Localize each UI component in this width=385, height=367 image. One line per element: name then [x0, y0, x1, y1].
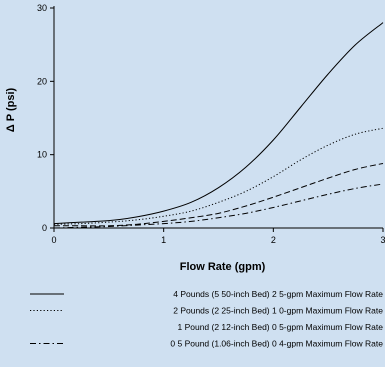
legend-label-1: 4 Pounds (5 50-inch Bed) 2 5-gpm Maximum…	[173, 289, 383, 299]
y-tick-label: 20	[37, 76, 47, 86]
legend: 4 Pounds (5 50-inch Bed) 2 5-gpm Maximum…	[30, 289, 383, 349]
series-group	[53, 22, 384, 229]
series-line-3	[54, 162, 384, 227]
legend-label-3: 1 Pound (2 12-inch Bed) 0 5-gpm Maximum …	[177, 322, 383, 332]
y-tick-label: 10	[37, 150, 47, 160]
x-tick-label: 3	[380, 235, 385, 245]
series-line-1	[53, 22, 384, 225]
series-line-2	[53, 127, 384, 225]
y-tick-label: 0	[42, 223, 47, 233]
x-axis-title: Flow Rate (gpm)	[180, 261, 266, 273]
legend-label-4: 0 5 Pound (1.06-inch Bed) 0 4-gpm Maximu…	[170, 339, 383, 349]
y-axis-title: Δ P (psi)	[5, 87, 17, 132]
y-tick-label: 30	[37, 3, 47, 13]
x-tick-label: 0	[51, 235, 56, 245]
x-tick-label: 1	[161, 235, 166, 245]
series-line-4	[53, 183, 384, 229]
legend-label-2: 2 Pounds (2 25-inch Bed) 1 0-gpm Maximum…	[173, 306, 383, 316]
x-tick-label: 2	[271, 235, 276, 245]
